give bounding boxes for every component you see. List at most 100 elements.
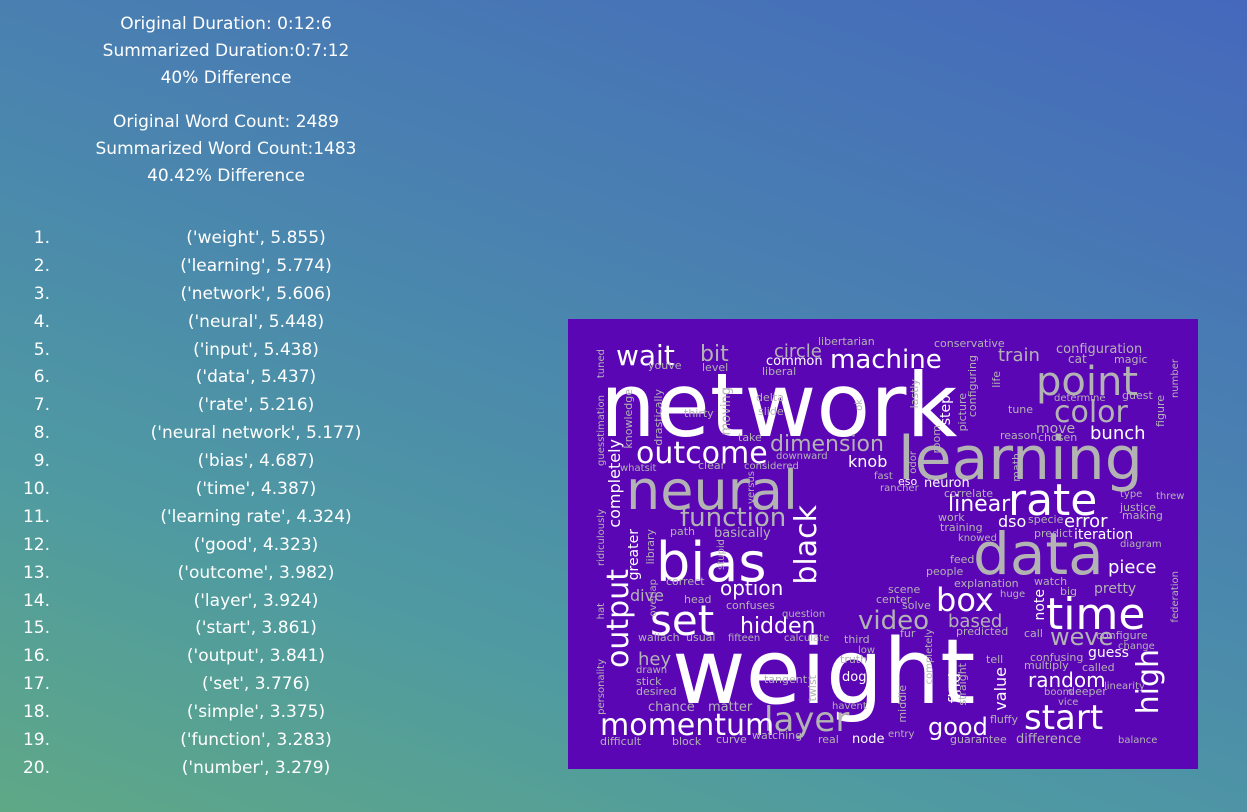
word-cloud-word: guesstimation [596, 395, 607, 466]
keyword-score: ('output', 3.841) [186, 646, 326, 667]
keyword-item: 15. ('start', 3.861) [0, 614, 400, 642]
word-cloud-word: stupid [716, 539, 727, 570]
word-cloud-word: guess [1088, 645, 1129, 661]
word-cloud-word: room [930, 425, 943, 453]
keyword-score: ('neural', 5.448) [187, 311, 325, 332]
word-cloud-word: completely [605, 439, 624, 528]
original-duration: Original Duration: 0:12:6 [120, 14, 332, 34]
keyword-item: 4. ('neural', 5.448) [0, 308, 400, 336]
word-cloud-word: neuron [924, 476, 970, 491]
word-cloud-word: high [1131, 649, 1166, 714]
keyword-rank: 11. [22, 506, 50, 527]
word-cloud-word: math [1010, 453, 1023, 482]
word-cloud-word: question [782, 609, 825, 620]
original-word-count: Original Word Count: 2489 [113, 112, 339, 132]
word-cloud-word: bias [656, 531, 767, 594]
word-cloud-word: note [1032, 589, 1048, 621]
word-cloud-word: path [670, 525, 695, 538]
word-cloud-word: moving [719, 387, 734, 435]
duration-stats: Original Duration: 0:12:6 Summarized Dur… [36, 11, 416, 92]
word-cloud-word: called [1082, 661, 1115, 674]
word-cloud-word: change [1118, 641, 1155, 652]
word-cloud-word: scene [888, 583, 921, 596]
word-cloud-word: iteration [1074, 527, 1133, 543]
keyword-rank: 17. [22, 674, 50, 695]
word-cloud-word: pretty [1094, 581, 1136, 597]
keyword-item: 16. ('output', 3.841) [0, 642, 400, 670]
word-cloud-word: usual [686, 631, 715, 644]
keyword-rank: 3. [33, 283, 50, 304]
word-cloud-word: big [1060, 585, 1077, 598]
keyword-rank: 4. [33, 311, 50, 332]
word-cloud-word: predict [1034, 527, 1073, 540]
word-cloud-word: weight [672, 620, 975, 725]
word-cloud-word: common [766, 354, 823, 369]
keyword-item: 7. ('rate', 5.216) [0, 391, 400, 419]
word-cloud-word: entry [888, 729, 915, 740]
keyword-score: ('layer', 3.924) [193, 590, 319, 611]
word-cloud-word: outcome [636, 436, 768, 471]
word-cloud-word: hat [596, 603, 607, 619]
word-cloud-word: error [1064, 511, 1108, 532]
word-cloud-word: desired [636, 685, 677, 698]
word-cloud-word: whatsit [620, 463, 657, 474]
keyword-item: 17. ('set', 3.776) [0, 670, 400, 698]
word-cloud-word: knob [848, 452, 887, 471]
word-cloud-word: random [1028, 668, 1106, 692]
word-cloud-word: overlap [648, 579, 659, 617]
word-cloud-word: knowledge [622, 389, 635, 449]
word-cloud-word: correct [666, 575, 705, 588]
word-cloud-word: difficult [600, 735, 642, 748]
keyword-item: 18. ('simple', 3.375) [0, 698, 400, 726]
word-cloud-word: learning [898, 424, 1143, 494]
word-cloud-word: basically [714, 526, 771, 541]
word-cloud-word: middle [896, 685, 909, 723]
word-cloud-word: data [973, 520, 1104, 588]
word-cloud-word: find [945, 673, 964, 703]
word-cloud-word: confusing [1030, 651, 1083, 664]
keyword-item: 2. ('learning', 5.774) [0, 252, 400, 280]
word-cloud-word: option [720, 576, 783, 600]
word-cloud-word: dimension [770, 432, 884, 457]
keyword-rank: 13. [22, 562, 50, 583]
keyword-item: 20. ('number', 3.279) [0, 754, 400, 782]
word-cloud-word: low [858, 645, 875, 656]
word-cloud-word: boom [1044, 687, 1072, 698]
keyword-list: 1. ('weight', 5.855) 2. ('learning', 5.774)… [0, 224, 400, 782]
keyword-score: ('good', 4.323) [193, 534, 319, 555]
word-cloud-word: correlate [944, 487, 993, 500]
word-cloud-word: conservative [934, 337, 1005, 350]
word-cloud-word: output [601, 569, 636, 668]
word-cloud-word: bit [700, 342, 729, 367]
word-cloud-word: drastically [652, 389, 665, 446]
word-cloud-word: life [990, 371, 1003, 388]
keyword-score: ('function', 3.283) [180, 730, 332, 751]
keyword-score: ('bias', 4.687) [197, 451, 315, 472]
word-cloud-word: take [738, 431, 762, 444]
word-cloud-word: function [680, 503, 786, 533]
word-cloud-word: wallach [638, 631, 680, 644]
word-cloud-word: node [852, 732, 884, 747]
word-count-difference: 40.42% Difference [147, 166, 305, 186]
word-cloud-word: picture [956, 393, 969, 432]
word-cloud-word: training [940, 521, 983, 534]
word-cloud-word: truth [840, 653, 867, 666]
word-cloud-word: good [928, 713, 988, 741]
word-cloud-word: fluffy [990, 713, 1018, 726]
word-cloud-word: fifteen [728, 633, 760, 644]
word-cloud-word: ok [854, 399, 865, 411]
word-cloud-word: drawn [636, 665, 667, 676]
keyword-rank: 20. [22, 757, 50, 778]
keyword-item: 1. ('weight', 5.855) [0, 224, 400, 252]
word-cloud-word: linear [948, 492, 1011, 517]
word-cloud-word: chance [648, 700, 695, 715]
keyword-item: 10. ('time', 4.387) [0, 475, 400, 503]
word-cloud-word: making [1122, 509, 1163, 522]
keyword-score: ('learning', 5.774) [180, 255, 332, 276]
word-cloud-word: dog [842, 670, 866, 685]
word-cloud-word: set [650, 596, 714, 645]
word-cloud-word: justice [1119, 501, 1156, 514]
keyword-rank: 16. [22, 646, 50, 667]
word-cloud-word: momentum [600, 708, 774, 743]
word-cloud-word: circle [774, 341, 822, 362]
